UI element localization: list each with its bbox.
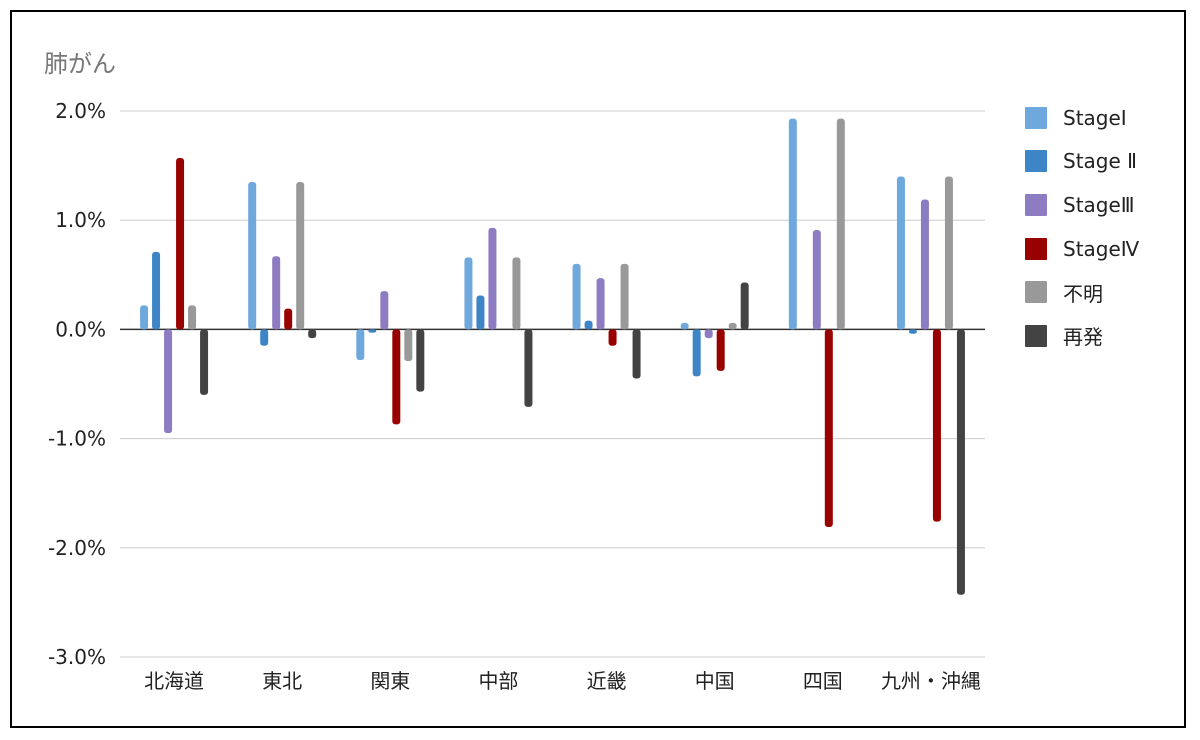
bar (728, 322, 737, 330)
legend-swatch (1025, 324, 1047, 347)
legend-label: StageⅢ (1063, 192, 1135, 217)
bar (812, 230, 821, 330)
legend-item: StageⅣ (1025, 227, 1139, 271)
bar (704, 329, 713, 339)
x-tick-label: 中国 (695, 669, 735, 693)
legend: StageⅠ Stage Ⅱ StageⅢ StageⅣ 不明再発 (1025, 96, 1139, 358)
bar (896, 176, 905, 330)
bar (308, 329, 317, 339)
bar (392, 329, 401, 425)
legend-item: 不明 (1025, 270, 1139, 314)
x-tick-label: 中部 (478, 669, 518, 693)
legend-item: StageⅠ (1025, 96, 1139, 140)
bar (608, 329, 617, 346)
legend-swatch (1025, 237, 1047, 260)
bar (356, 329, 365, 360)
legend-swatch (1025, 281, 1047, 304)
bar (680, 322, 689, 330)
bar (272, 256, 281, 330)
legend-item: 再発 (1025, 314, 1139, 358)
y-tick-label: 1.0% (55, 208, 106, 232)
y-tick-label: -3.0% (48, 645, 106, 669)
x-tick-label: 近畿 (587, 669, 627, 693)
bar (380, 291, 389, 330)
legend-label: 不明 (1063, 281, 1103, 306)
bar (188, 305, 197, 330)
bar (248, 181, 257, 330)
x-tick-label: 九州・沖縄 (881, 669, 981, 693)
legend-swatch (1025, 106, 1047, 129)
legend-item: Stage Ⅱ (1025, 140, 1139, 184)
bar (920, 199, 929, 330)
bar (404, 329, 413, 362)
legend-swatch (1025, 150, 1047, 173)
bar (140, 305, 149, 330)
chart-title: 肺がん (44, 50, 116, 78)
bar (584, 320, 593, 330)
x-tick-label: 北海道 (144, 669, 204, 693)
legend-item: StageⅢ (1025, 183, 1139, 227)
bar (620, 263, 629, 330)
bar (524, 329, 533, 407)
bar (476, 295, 485, 330)
x-tick-label: 関東 (370, 669, 410, 693)
bar (260, 329, 269, 346)
bar (908, 329, 917, 334)
bar (632, 329, 641, 379)
bar (488, 227, 497, 330)
bar (956, 329, 965, 595)
x-tick-label: 四国 (803, 669, 843, 693)
bar (932, 329, 941, 522)
legend-label: StageⅠ (1063, 105, 1127, 130)
y-tick-label: 0.0% (55, 317, 106, 341)
bar (200, 329, 209, 395)
bar (716, 329, 725, 371)
legend-label: StageⅣ (1063, 236, 1140, 261)
bar (284, 308, 293, 330)
bar (464, 257, 473, 330)
legend-label: 再発 (1063, 325, 1103, 350)
bar (164, 329, 173, 434)
bar (836, 118, 845, 330)
bar (296, 181, 305, 330)
y-tick-label: -2.0% (48, 536, 106, 560)
bar (512, 257, 521, 330)
bar (572, 263, 581, 330)
x-tick-label: 東北 (262, 669, 302, 693)
bar (944, 176, 953, 330)
bar (596, 278, 605, 330)
bar (788, 118, 797, 330)
bar (152, 251, 161, 330)
y-tick-label: 2.0% (55, 99, 106, 123)
bar (416, 329, 425, 392)
bar (176, 157, 185, 330)
y-tick-label: -1.0% (48, 427, 106, 451)
legend-label: Stage Ⅱ (1063, 149, 1137, 174)
bar (692, 329, 701, 377)
bar (740, 282, 749, 330)
bar (368, 329, 377, 333)
bar (824, 329, 833, 528)
legend-swatch (1025, 193, 1047, 216)
